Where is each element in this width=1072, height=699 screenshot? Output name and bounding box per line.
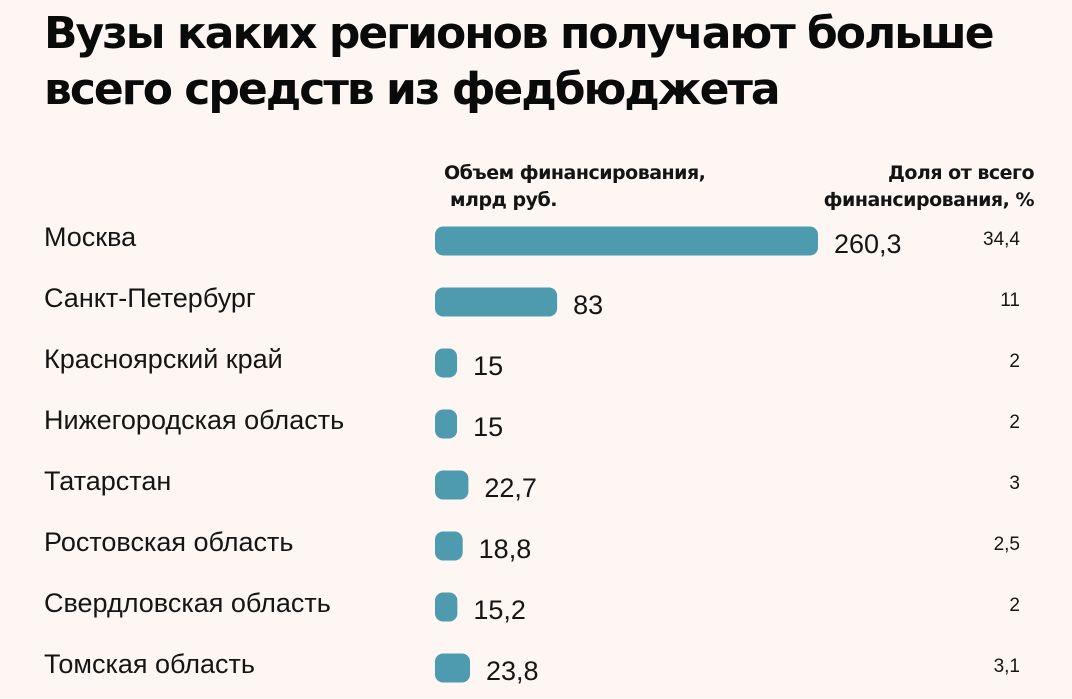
share-column-header: Доля от всего финансирования, %	[774, 160, 1035, 214]
share-value: 11	[1000, 290, 1020, 311]
chart-title: Вузы каких регионов получают больше всег…	[44, 8, 995, 115]
bar-value-label: 15	[473, 412, 503, 442]
category-label: Томская область	[44, 649, 255, 679]
bar-value-label: 15	[473, 351, 503, 381]
bar	[435, 226, 818, 256]
category-label: Санкт-Петербург	[44, 283, 256, 313]
share-value: 3	[1009, 473, 1020, 494]
bar-value-label: 18,8	[479, 534, 532, 564]
share-value: 2	[1009, 412, 1020, 433]
bar	[435, 287, 558, 317]
bar	[435, 409, 458, 439]
share-value: 3,1	[993, 656, 1020, 677]
bar-value-label: 22,7	[484, 473, 537, 503]
bar	[435, 592, 458, 622]
category-label: Нижегородская область	[44, 405, 345, 435]
share-value: 2	[1009, 351, 1020, 372]
bar-value-label: 260,3	[834, 229, 902, 259]
category-label: Москва	[44, 222, 137, 252]
category-label: Ростовская область	[44, 527, 294, 557]
category-label: Татарстан	[44, 466, 172, 496]
share-value: 2,5	[993, 534, 1020, 555]
bar	[435, 653, 471, 683]
share-value: 2	[1009, 595, 1020, 616]
amount-column-header: Объем финансирования, млрд руб.	[444, 160, 764, 214]
bar-value-label: 23,8	[486, 656, 539, 686]
share-header-line1: Доля от всего	[887, 162, 1035, 184]
bar-value-label: 15,2	[473, 595, 526, 625]
share-header-line2: финансирования, %	[823, 189, 1035, 211]
category-label: Свердловская область	[44, 588, 331, 618]
bar	[435, 470, 469, 500]
bar	[435, 348, 458, 378]
amount-header-line2: млрд руб.	[450, 189, 557, 211]
bar	[435, 531, 463, 561]
amount-header-line1: Объем финансирования,	[444, 162, 706, 184]
bar-value-label: 83	[573, 290, 603, 320]
share-value: 34,4	[983, 229, 1020, 250]
category-label: Красноярский край	[44, 344, 283, 374]
